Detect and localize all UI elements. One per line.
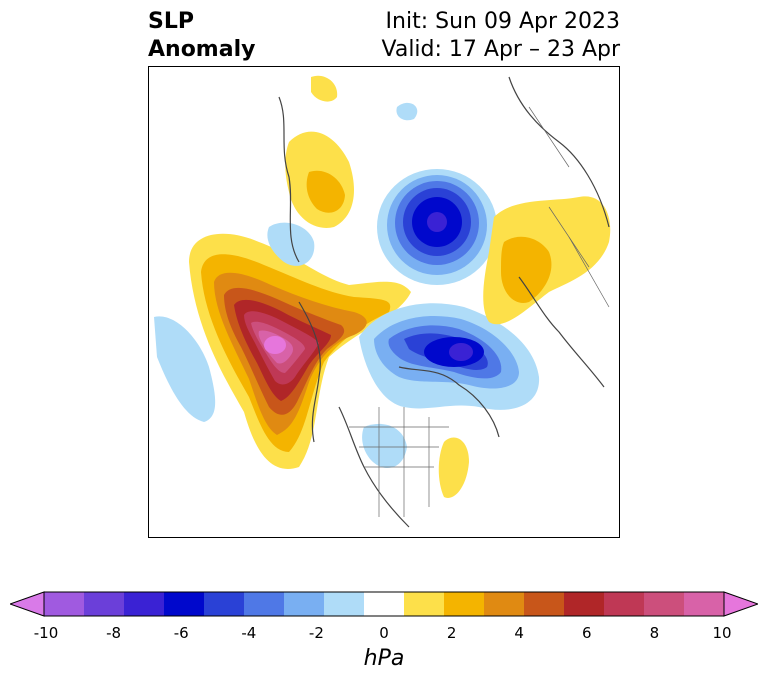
colorbar-cell — [524, 592, 565, 616]
pacific-high-anomaly — [189, 233, 411, 469]
colorbar-cell — [124, 592, 165, 616]
init-date: Init: Sun 09 Apr 2023 — [385, 9, 620, 34]
slp-anomaly-map — [148, 66, 620, 538]
title-field: Anomaly — [148, 37, 256, 62]
colorbar-cell — [684, 592, 725, 616]
colorbar-tick-label: 4 — [514, 624, 524, 642]
siberia-high-anomaly — [285, 75, 354, 228]
chart-title: SLP Anomaly — [148, 8, 255, 64]
colorbar-cell — [164, 592, 205, 616]
colorbar-cell — [44, 592, 85, 616]
colorbar-frame — [43, 591, 725, 617]
colorbar-cell — [284, 592, 325, 616]
colorbar-cell — [604, 592, 645, 616]
arctic-low-anomaly — [377, 169, 497, 285]
colorbar-cell — [564, 592, 605, 616]
borders — [349, 106, 610, 517]
colorbar — [10, 591, 758, 617]
colorbar-cell — [244, 592, 285, 616]
colorbar-tick-label: -10 — [33, 624, 59, 642]
greenland-low-anomaly — [359, 303, 540, 410]
colorbar-tick-label: -8 — [106, 624, 122, 642]
colorbar-cell — [404, 592, 445, 616]
atlantic-high-anomaly — [438, 437, 469, 498]
pacific-low-anomaly — [154, 316, 216, 422]
alaska-low-anomaly — [267, 222, 315, 266]
colorbar-tick-label: 8 — [649, 624, 660, 642]
colorbar-tick-label: 10 — [712, 624, 732, 642]
colorbar-cell — [364, 592, 405, 616]
europe-high-anomaly — [483, 196, 611, 325]
colorbar-tick-label: -2 — [308, 624, 324, 642]
chart-dates: Init: Sun 09 Apr 2023 Valid: 17 Apr – 23… — [382, 8, 621, 64]
colorbar-cell — [324, 592, 365, 616]
colorbar-unit: hPa — [363, 646, 405, 671]
us-east-low-anomaly — [362, 423, 407, 468]
colorbar-tick-label: 2 — [446, 624, 457, 642]
colorbar-cell — [444, 592, 485, 616]
colorbar-extend-min — [10, 591, 45, 617]
colorbar-tick-label: 0 — [379, 624, 389, 642]
colorbar-cell — [84, 592, 125, 616]
colorbar-tick-label: -4 — [241, 624, 257, 642]
colorbar-cell — [484, 592, 525, 616]
valid-period: Valid: 17 Apr – 23 Apr — [381, 37, 621, 62]
colorbar-tick-label: -6 — [173, 624, 189, 642]
title-variable: SLP — [148, 9, 194, 34]
colorbar-cell — [644, 592, 685, 616]
north-low-anomaly — [396, 102, 418, 121]
colorbar-tick-label: 6 — [582, 624, 592, 642]
colorbar-extend-max — [723, 591, 758, 617]
colorbar-cell — [204, 592, 245, 616]
